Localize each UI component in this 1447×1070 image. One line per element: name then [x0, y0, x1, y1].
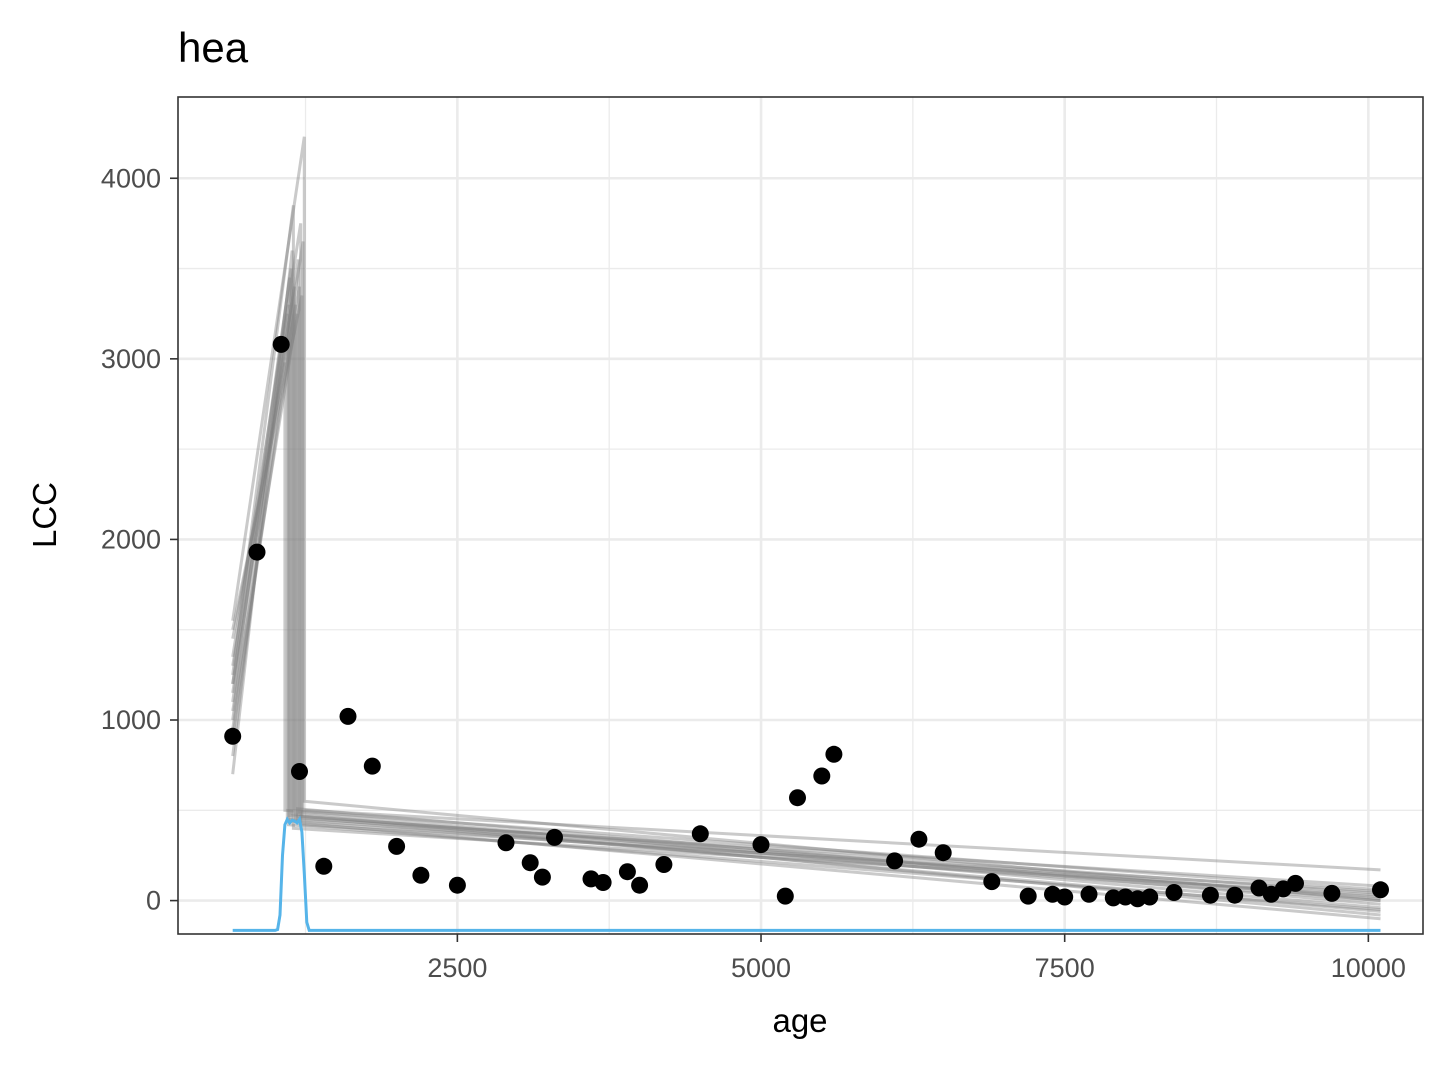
- data-point: [813, 767, 831, 785]
- minor-grid: [178, 97, 1423, 934]
- fit-line: [231, 259, 1381, 901]
- data-point: [1019, 887, 1037, 905]
- data-point: [315, 857, 333, 875]
- data-points: [224, 335, 1389, 908]
- data-point: [1226, 886, 1244, 904]
- data-point: [339, 707, 357, 725]
- fit-lines: [231, 136, 1381, 921]
- x-axis-title: age: [772, 1002, 827, 1039]
- data-point: [1080, 885, 1098, 903]
- data-point: [691, 825, 709, 843]
- data-point: [1104, 889, 1122, 907]
- panel-border: [177, 96, 1424, 935]
- data-point: [825, 745, 843, 763]
- data-point: [1165, 884, 1183, 901]
- fit-line: [231, 313, 1381, 899]
- data-point: [1323, 884, 1341, 902]
- data-point: [618, 863, 636, 881]
- y-tick-label: 0: [146, 886, 161, 916]
- data-point: [363, 757, 381, 775]
- fit-line: [231, 313, 1381, 921]
- data-point: [1372, 881, 1389, 899]
- fit-line: [231, 268, 1381, 903]
- y-tick-label: 3000: [101, 344, 161, 374]
- fit-line: [231, 295, 1381, 913]
- fit-line: [231, 205, 1381, 897]
- breakpoint-density: [232, 815, 1381, 932]
- data-point: [655, 856, 673, 873]
- y-axis-title: LCC: [26, 482, 63, 548]
- data-point: [412, 866, 430, 884]
- x-tick-label: 5000: [731, 953, 791, 983]
- data-point: [497, 834, 515, 852]
- data-point: [248, 543, 266, 561]
- x-axis-ticks: 2500 5000 7500 10000: [427, 934, 1406, 983]
- data-point: [910, 830, 928, 848]
- data-point: [886, 852, 904, 870]
- data-point: [388, 837, 406, 855]
- data-point: [448, 876, 466, 894]
- fit-line: [231, 286, 1381, 910]
- fit-line: [231, 277, 1381, 895]
- data-point: [1056, 888, 1074, 906]
- fit-line: [231, 136, 1381, 903]
- fit-line: [231, 286, 1381, 906]
- y-tick-label: 1000: [101, 705, 161, 735]
- data-point: [752, 836, 770, 854]
- data-point: [983, 873, 1001, 891]
- y-axis-ticks: 0 1000 2000 3000 4000: [101, 163, 178, 916]
- data-point: [1287, 874, 1304, 892]
- data-point: [224, 727, 242, 745]
- x-tick-label: 7500: [1035, 953, 1095, 983]
- fit-line: [231, 304, 1381, 912]
- fit-line: [231, 223, 1381, 894]
- data-point: [291, 763, 308, 780]
- fit-line: [231, 241, 1381, 872]
- data-point: [934, 844, 952, 862]
- data-point: [776, 887, 794, 905]
- density-line: [232, 815, 1381, 932]
- fit-line: [231, 250, 1381, 917]
- data-point: [272, 335, 290, 353]
- y-tick-label: 4000: [101, 163, 161, 193]
- y-tick-label: 2000: [101, 524, 161, 554]
- data-point: [1201, 886, 1219, 904]
- data-point: [789, 789, 806, 807]
- x-tick-label: 10000: [1331, 953, 1406, 983]
- data-point: [546, 828, 563, 846]
- data-point: [533, 868, 551, 886]
- chart-title: hea: [178, 24, 249, 71]
- data-point: [521, 854, 539, 872]
- major-grid: [178, 97, 1423, 934]
- data-point: [594, 874, 612, 891]
- data-point: [631, 876, 649, 894]
- fit-line: [231, 304, 1381, 888]
- data-point: [1141, 888, 1159, 906]
- x-tick-label: 2500: [427, 953, 487, 983]
